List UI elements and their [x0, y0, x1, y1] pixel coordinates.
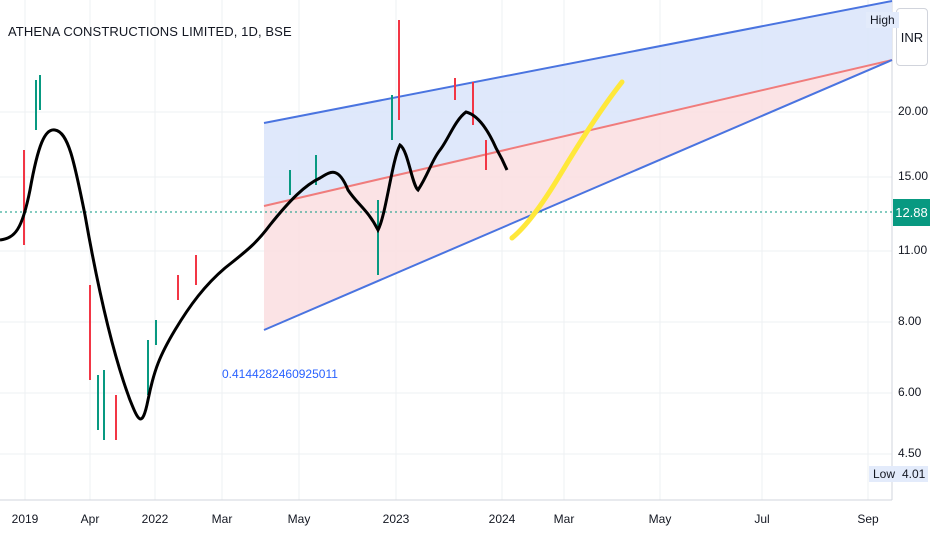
- highlighter-stroke: [509, 79, 625, 241]
- currency-button[interactable]: INR: [896, 8, 928, 66]
- time-tick: Sep: [857, 512, 879, 526]
- candles: [23, 20, 487, 440]
- channel-lower-line: [263, 59, 893, 331]
- high-label: High: [866, 12, 899, 28]
- price-tick: 20.00: [898, 104, 929, 118]
- time-tick: Jul: [754, 512, 770, 526]
- current-price-tag: 12.88: [893, 199, 930, 226]
- time-tick: May: [648, 512, 672, 526]
- low-value: 4.01: [899, 466, 929, 482]
- time-tick: Mar: [553, 512, 575, 526]
- low-label: Low: [869, 466, 900, 482]
- price-tick: 15.00: [898, 169, 929, 183]
- channel-upper-fill: [264, 1, 892, 206]
- gridlines: [0, 0, 892, 500]
- channel-upper-line: [263, 0, 893, 124]
- time-tick: 2023: [382, 512, 410, 526]
- time-tick: Mar: [211, 512, 233, 526]
- price-tick: 8.00: [898, 314, 922, 328]
- moving-average-line: [0, 110, 509, 421]
- fib-value-label: 0.4144282460925011: [222, 367, 338, 381]
- time-tick: 2022: [141, 512, 169, 526]
- price-tick: 11.00: [898, 243, 928, 257]
- page-title: ATHENA CONSTRUCTIONS LIMITED, 1D, BSE: [8, 24, 292, 39]
- channel-mid-line: [263, 59, 893, 207]
- price-tick: 6.00: [898, 385, 922, 399]
- time-tick: 2024: [488, 512, 516, 526]
- time-tick: May: [287, 512, 311, 526]
- time-tick: 2019: [11, 512, 39, 526]
- price-tick: 4.50: [898, 446, 922, 460]
- time-tick: Apr: [80, 512, 100, 526]
